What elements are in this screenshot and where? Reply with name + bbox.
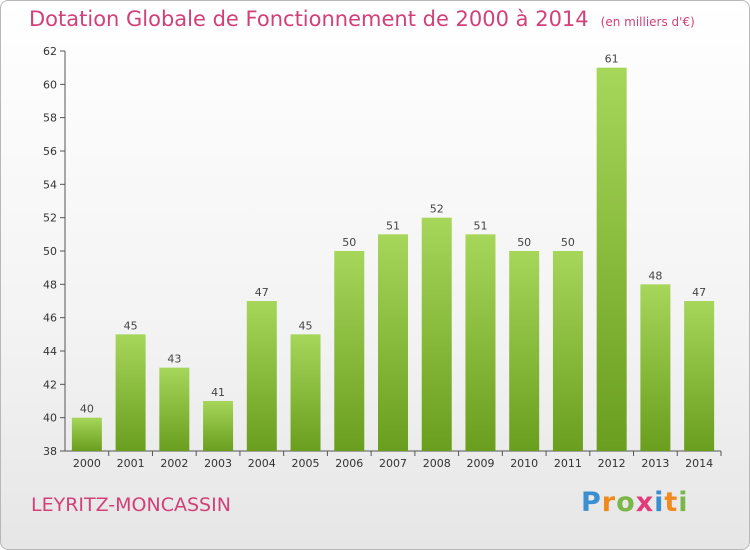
logo-letter: t xyxy=(664,487,679,518)
bar xyxy=(159,367,190,451)
data-label: 51 xyxy=(386,219,400,232)
x-tick-label: 2011 xyxy=(554,457,582,470)
bar xyxy=(684,301,715,451)
x-tick-label: 2010 xyxy=(510,457,538,470)
logo-letter: r xyxy=(601,487,617,518)
x-tick-label: 2004 xyxy=(248,457,276,470)
data-label: 51 xyxy=(473,219,487,232)
data-label: 43 xyxy=(167,353,181,366)
data-label: 47 xyxy=(692,286,706,299)
logo-letter: x xyxy=(635,487,655,518)
chart-title: Dotation Globale de Fonctionnement de 20… xyxy=(29,7,695,31)
data-label: 40 xyxy=(80,403,94,416)
x-tick-label: 2012 xyxy=(598,457,626,470)
y-tick-label: 54 xyxy=(43,178,57,191)
y-tick-label: 56 xyxy=(43,145,57,158)
bar xyxy=(290,334,321,451)
chart-unit: (en milliers d'€) xyxy=(600,15,695,29)
x-tick-label: 2013 xyxy=(641,457,669,470)
x-tick-label: 2014 xyxy=(685,457,713,470)
data-label: 41 xyxy=(211,386,225,399)
bar xyxy=(71,417,102,451)
bar xyxy=(246,301,277,451)
data-label: 61 xyxy=(605,53,619,66)
bar xyxy=(334,251,365,451)
x-tick-label: 2000 xyxy=(73,457,101,470)
x-tick-label: 2002 xyxy=(160,457,188,470)
logo-letter: i xyxy=(678,487,689,518)
y-tick-label: 42 xyxy=(43,378,57,391)
bar xyxy=(115,334,146,451)
x-tick-label: 2006 xyxy=(335,457,363,470)
data-label: 48 xyxy=(648,269,662,282)
data-label: 47 xyxy=(255,286,269,299)
bar xyxy=(552,251,583,451)
y-tick-label: 62 xyxy=(43,45,57,58)
logo-letter: o xyxy=(616,487,636,518)
data-label: 45 xyxy=(299,319,313,332)
chart-title-text: Dotation Globale de Fonctionnement de 20… xyxy=(29,7,589,31)
bar xyxy=(509,251,540,451)
bar xyxy=(378,234,408,451)
data-label: 50 xyxy=(561,236,575,249)
data-label: 52 xyxy=(430,203,444,216)
x-tick-label: 2005 xyxy=(292,457,320,470)
bar xyxy=(421,217,452,451)
y-tick-label: 44 xyxy=(43,345,57,358)
y-tick-label: 46 xyxy=(43,312,57,325)
y-tick-label: 52 xyxy=(43,212,57,225)
proxiti-logo: Proxiti xyxy=(581,487,689,518)
y-tick-label: 38 xyxy=(43,445,57,458)
y-tick-label: 48 xyxy=(43,278,57,291)
y-tick-label: 40 xyxy=(43,412,57,425)
data-label: 50 xyxy=(342,236,356,249)
logo-letter: P xyxy=(581,487,602,518)
logo-letter: i xyxy=(654,487,665,518)
x-tick-label: 2003 xyxy=(204,457,232,470)
data-label: 50 xyxy=(517,236,531,249)
x-tick-label: 2009 xyxy=(466,457,494,470)
bar xyxy=(203,401,234,451)
y-tick-label: 58 xyxy=(43,112,57,125)
x-tick-label: 2001 xyxy=(117,457,145,470)
commune-name: LEYRITZ-MONCASSIN xyxy=(31,494,231,516)
x-tick-label: 2008 xyxy=(423,457,451,470)
bar xyxy=(640,284,671,451)
data-label: 45 xyxy=(124,319,138,332)
bar xyxy=(465,234,496,451)
x-tick-label: 2007 xyxy=(379,457,407,470)
bar xyxy=(596,67,627,452)
y-tick-label: 60 xyxy=(43,78,57,91)
y-tick-label: 50 xyxy=(43,245,57,258)
